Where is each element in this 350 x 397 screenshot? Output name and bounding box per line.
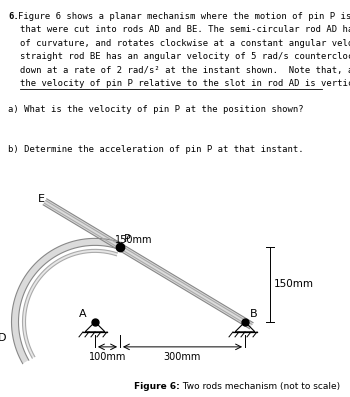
Text: Two rods mechanism (not to scale): Two rods mechanism (not to scale): [180, 382, 340, 391]
Text: that were cut into rods AD and BE. The semi-circular rod AD has a 150 mm radius: that were cut into rods AD and BE. The s…: [20, 25, 350, 35]
Text: down at a rate of 2 rad/s² at the instant shown.  Note that, at the instant show: down at a rate of 2 rad/s² at the instan…: [20, 66, 350, 75]
Text: a) What is the velocity of pin P at the position shown?: a) What is the velocity of pin P at the …: [8, 105, 304, 114]
Text: of curvature, and rotates clockwise at a constant angular velocity of 4 rad/s.  : of curvature, and rotates clockwise at a…: [20, 39, 350, 48]
Text: 100mm: 100mm: [89, 352, 126, 362]
Text: Figure 6 shows a planar mechanism where the motion of pin P is guided by slots: Figure 6 shows a planar mechanism where …: [18, 12, 350, 21]
Text: 6.: 6.: [8, 12, 19, 21]
Polygon shape: [44, 200, 252, 327]
Polygon shape: [12, 238, 121, 364]
Text: E: E: [38, 194, 45, 204]
Text: A: A: [79, 309, 87, 319]
Text: D: D: [0, 333, 7, 343]
Text: b) Determine the acceleration of pin P at that instant.: b) Determine the acceleration of pin P a…: [8, 145, 304, 154]
Text: 150mm: 150mm: [274, 279, 314, 289]
Text: 300mm: 300mm: [164, 352, 201, 362]
Text: Figure 6:: Figure 6:: [134, 382, 180, 391]
Text: B: B: [250, 309, 258, 319]
Polygon shape: [22, 249, 117, 358]
Text: 150mm: 150mm: [115, 235, 153, 245]
Text: the velocity of pin P relative to the slot in rod AD is vertical.: the velocity of pin P relative to the sl…: [20, 79, 350, 89]
Text: straight rod BE has an angular velocity of 5 rad/s counterclockwise and is slowi: straight rod BE has an angular velocity …: [20, 52, 350, 62]
Polygon shape: [43, 199, 253, 329]
Text: P: P: [124, 234, 131, 244]
